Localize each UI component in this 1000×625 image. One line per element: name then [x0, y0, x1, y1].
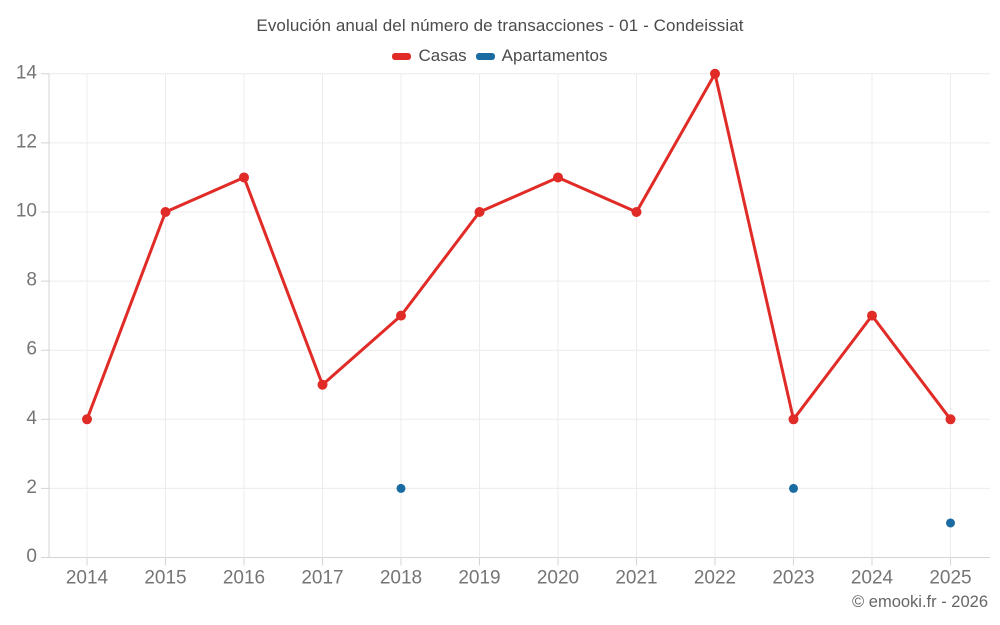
casas-line — [85, 72, 952, 421]
data-point-casas[interactable] — [474, 207, 485, 217]
data-point-casas[interactable] — [239, 172, 249, 183]
legend-item-apartamentos[interactable]: Apartamentos — [475, 46, 608, 66]
data-point-casas[interactable] — [631, 207, 642, 217]
y-tick-label: 6 — [26, 339, 37, 360]
chart-legend: Casas Apartamentos — [0, 46, 1000, 66]
x-tick-label: 2017 — [301, 568, 343, 589]
chart-title: Evolución anual del número de transaccio… — [256, 16, 744, 35]
x-tick-label: 2025 — [929, 568, 971, 589]
x-tick-label: 2015 — [144, 568, 186, 589]
y-tick-label: 0 — [26, 546, 37, 567]
data-point-casas[interactable] — [945, 414, 956, 425]
data-point-casas[interactable] — [553, 172, 563, 183]
x-tick-label: 2019 — [458, 568, 500, 589]
y-tick-label: 2 — [26, 477, 37, 498]
data-point-casas[interactable] — [160, 207, 171, 217]
y-tick-label: 14 — [16, 62, 38, 83]
data-point-casas[interactable] — [396, 310, 406, 321]
data-point-apartamentos[interactable] — [396, 483, 406, 493]
legend-item-casas[interactable]: Casas — [392, 46, 467, 66]
x-tick-label: 2018 — [380, 568, 422, 589]
x-tick-label: 2014 — [66, 568, 109, 589]
data-point-casas[interactable] — [867, 310, 877, 321]
data-point-casas[interactable] — [788, 414, 799, 425]
data-point-casas[interactable] — [317, 379, 328, 390]
data-point-casas[interactable] — [82, 414, 92, 425]
x-tick-label: 2022 — [694, 568, 736, 589]
copyright-credit: © emooki.fr - 2026 — [852, 593, 988, 611]
data-point-apartamentos[interactable] — [946, 518, 955, 528]
casas-series-swatch-icon — [392, 52, 412, 60]
x-tick-label: 2020 — [537, 568, 579, 589]
data-point-apartamentos[interactable] — [789, 483, 798, 493]
data-point-casas[interactable] — [710, 68, 720, 79]
legend-label-apartamentos: Apartamentos — [501, 46, 608, 65]
apartamentos-series-swatch-icon — [475, 52, 495, 60]
y-tick-label: 12 — [16, 131, 37, 152]
y-tick-label: 4 — [26, 408, 37, 429]
y-tick-label: 10 — [16, 201, 37, 222]
y-tick-label: 8 — [26, 270, 37, 291]
x-tick-label: 2021 — [615, 568, 657, 589]
legend-label-casas: Casas — [418, 46, 467, 65]
x-tick-label: 2024 — [851, 568, 894, 589]
x-tick-label: 2023 — [772, 568, 814, 589]
x-tick-label: 2016 — [223, 568, 265, 589]
